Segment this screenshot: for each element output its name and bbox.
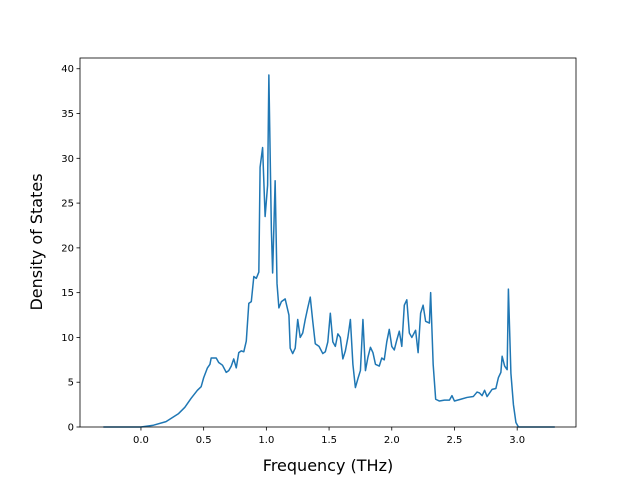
y-tick-label: 15: [61, 288, 74, 299]
y-axis-label: Density of States: [27, 173, 46, 310]
y-tick-label: 10: [61, 333, 74, 344]
y-tick-label: 40: [61, 64, 74, 75]
x-tick-label: 1.5: [321, 435, 337, 446]
y-tick-label: 0: [68, 423, 74, 434]
x-tick-label: 1.0: [258, 435, 274, 446]
plot-frame: [79, 57, 577, 428]
y-tick-label: 5: [68, 378, 74, 389]
x-tick-label: 2.0: [384, 435, 400, 446]
y-tick-label: 20: [61, 243, 74, 254]
x-tick-label: 0.5: [196, 435, 212, 446]
x-axis-label: Frequency (THz): [263, 456, 393, 475]
x-tick-label: 0.0: [133, 435, 149, 446]
y-tick-label: 25: [61, 199, 74, 210]
x-tick-label: 2.5: [447, 435, 463, 446]
y-tick-label: 35: [61, 109, 74, 120]
line-series: [103, 74, 555, 428]
x-tick-label: 3.0: [509, 435, 525, 446]
y-tick-label: 30: [61, 154, 74, 165]
